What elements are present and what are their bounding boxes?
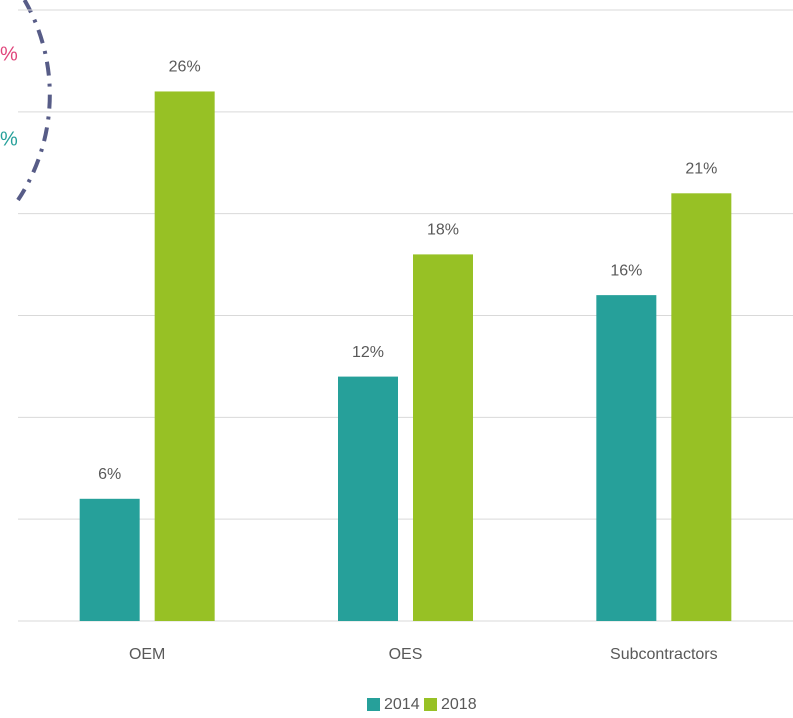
annotation: % <box>0 43 18 65</box>
legend-swatch <box>367 698 380 711</box>
data-label: 6% <box>98 466 121 483</box>
bar <box>671 193 732 622</box>
legend-label: 2014 <box>384 696 420 713</box>
bar <box>413 254 473 621</box>
data-label: 18% <box>427 222 459 239</box>
x-tick-label: OEM <box>129 646 165 663</box>
data-label: 26% <box>169 59 201 76</box>
data-label: 21% <box>685 161 717 178</box>
bar <box>154 91 215 621</box>
annotation-arc <box>16 0 52 202</box>
data-label: 12% <box>352 344 384 361</box>
annotation: % <box>0 128 18 150</box>
bar <box>596 295 657 621</box>
data-label: 16% <box>610 262 642 279</box>
x-tick-label: Subcontractors <box>610 646 718 663</box>
legend-swatch <box>424 698 437 711</box>
bar <box>79 498 140 621</box>
legend-label: 2018 <box>441 696 477 713</box>
x-tick-label: OES <box>389 646 423 663</box>
bar <box>338 376 398 621</box>
